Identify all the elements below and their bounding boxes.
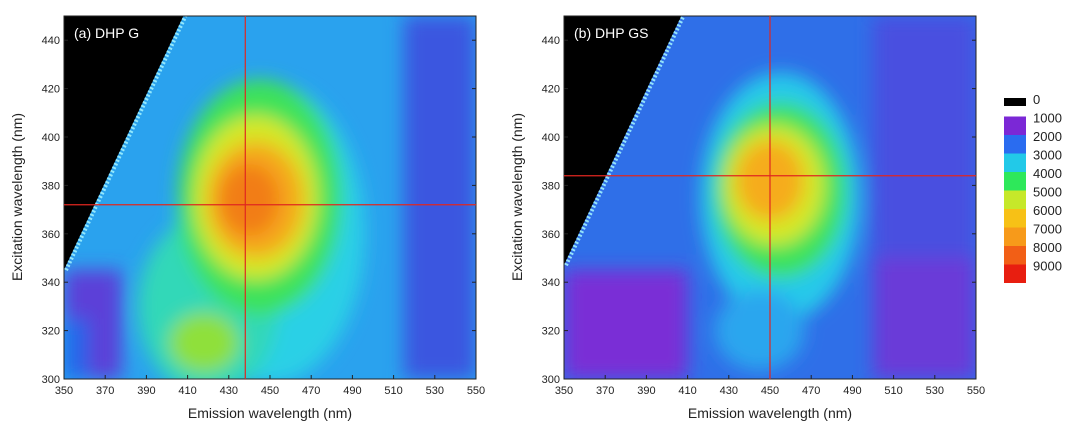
y-tick-label: 360 <box>542 229 560 241</box>
colorbar-label: 4000 <box>1033 166 1062 181</box>
x-tick-label: 350 <box>55 385 73 397</box>
x-tick-label: 470 <box>802 385 820 397</box>
x-tick-label: 430 <box>720 385 738 397</box>
colorbar-swatch <box>1004 153 1026 172</box>
y-tick-label: 340 <box>542 277 560 289</box>
colorbar-label: 8000 <box>1033 240 1062 255</box>
x-tick-label: 450 <box>261 385 279 397</box>
colorbar-swatch <box>1004 135 1026 154</box>
heatmap-b <box>564 16 976 379</box>
x-tick-label: 410 <box>178 385 196 397</box>
x-tick-label: 490 <box>843 385 861 397</box>
heatmap-a <box>64 16 476 379</box>
x-tick-label: 530 <box>426 385 444 397</box>
y-tick-label: 400 <box>42 132 60 144</box>
y-tick-label: 420 <box>542 84 560 96</box>
crosshair-b <box>564 16 976 379</box>
x-tick-label: 390 <box>137 385 155 397</box>
x-tick-label: 510 <box>884 385 902 397</box>
y-tick-label: 400 <box>542 132 560 144</box>
x-tick-label: 430 <box>220 385 238 397</box>
x-tick-label: 550 <box>967 385 985 397</box>
x-tick-label: 390 <box>637 385 655 397</box>
crosshair-a <box>64 16 476 379</box>
x-tick-label: 490 <box>343 385 361 397</box>
y-tick-label: 320 <box>542 326 560 338</box>
y-tick-label: 340 <box>42 277 60 289</box>
y-tick-label: 360 <box>42 229 60 241</box>
x-tick-label: 370 <box>96 385 114 397</box>
x-tick-label: 470 <box>302 385 320 397</box>
colorbar: 0 1000 2000 3000 4000 5000 6000 7000 8000 9000 <box>1004 92 1062 283</box>
y-tick-label: 440 <box>542 35 560 47</box>
y-axis-title-a: Excitation wavelength (nm) <box>9 113 25 281</box>
colorbar-label: 9000 <box>1033 259 1062 274</box>
colorbar-swatch <box>1004 190 1026 209</box>
colorbar-label: 1000 <box>1033 111 1062 126</box>
x-axis-title-a: Emission wavelength (nm) <box>188 405 352 421</box>
x-tick-label: 550 <box>467 385 485 397</box>
colorbar-swatch <box>1004 209 1026 228</box>
x-axis-title-b: Emission wavelength (nm) <box>688 405 852 421</box>
axis-ticks-a: 350 370 390 410 430 450 470 490 510 530 550 300 320 3… <box>42 35 486 397</box>
colorbar-swatch <box>1004 264 1026 283</box>
y-tick-label: 300 <box>42 374 60 386</box>
colorbar-label: 6000 <box>1033 203 1062 218</box>
y-tick-label: 380 <box>42 180 60 192</box>
colorbar-swatch <box>1004 227 1026 246</box>
colorbar-swatch <box>1004 98 1026 106</box>
colorbar-label: 7000 <box>1033 222 1062 237</box>
x-tick-label: 410 <box>678 385 696 397</box>
x-tick-label: 450 <box>761 385 779 397</box>
colorbar-swatch <box>1004 246 1026 265</box>
x-tick-label: 350 <box>555 385 573 397</box>
axis-ticks-b: 350 370 390 410 430 450 470 490 510 530 550 300 320 3… <box>542 35 986 397</box>
panel-label-b: (b) DHP GS <box>574 25 648 41</box>
y-tick-label: 300 <box>542 374 560 386</box>
x-tick-label: 370 <box>596 385 614 397</box>
panel-label-a: (a) DHP G <box>74 25 139 41</box>
colorbar-label: 2000 <box>1033 129 1062 144</box>
panel-b: 350 370 390 410 430 450 470 490 510 530 550 300 320 3… <box>509 15 986 421</box>
y-axis-title-b: Excitation wavelength (nm) <box>509 113 525 281</box>
colorbar-swatch <box>1004 172 1026 191</box>
y-tick-label: 380 <box>542 180 560 192</box>
y-tick-label: 320 <box>42 326 60 338</box>
x-tick-label: 510 <box>384 385 402 397</box>
colorbar-label: 0 <box>1033 92 1040 107</box>
colorbar-swatch <box>1004 116 1026 135</box>
y-tick-label: 440 <box>42 35 60 47</box>
y-tick-label: 420 <box>42 84 60 96</box>
colorbar-label: 5000 <box>1033 185 1062 200</box>
panel-a: 350 370 390 410 430 450 470 490 510 530 550 300 320 3… <box>9 15 486 421</box>
x-tick-label: 530 <box>926 385 944 397</box>
colorbar-label: 3000 <box>1033 148 1062 163</box>
